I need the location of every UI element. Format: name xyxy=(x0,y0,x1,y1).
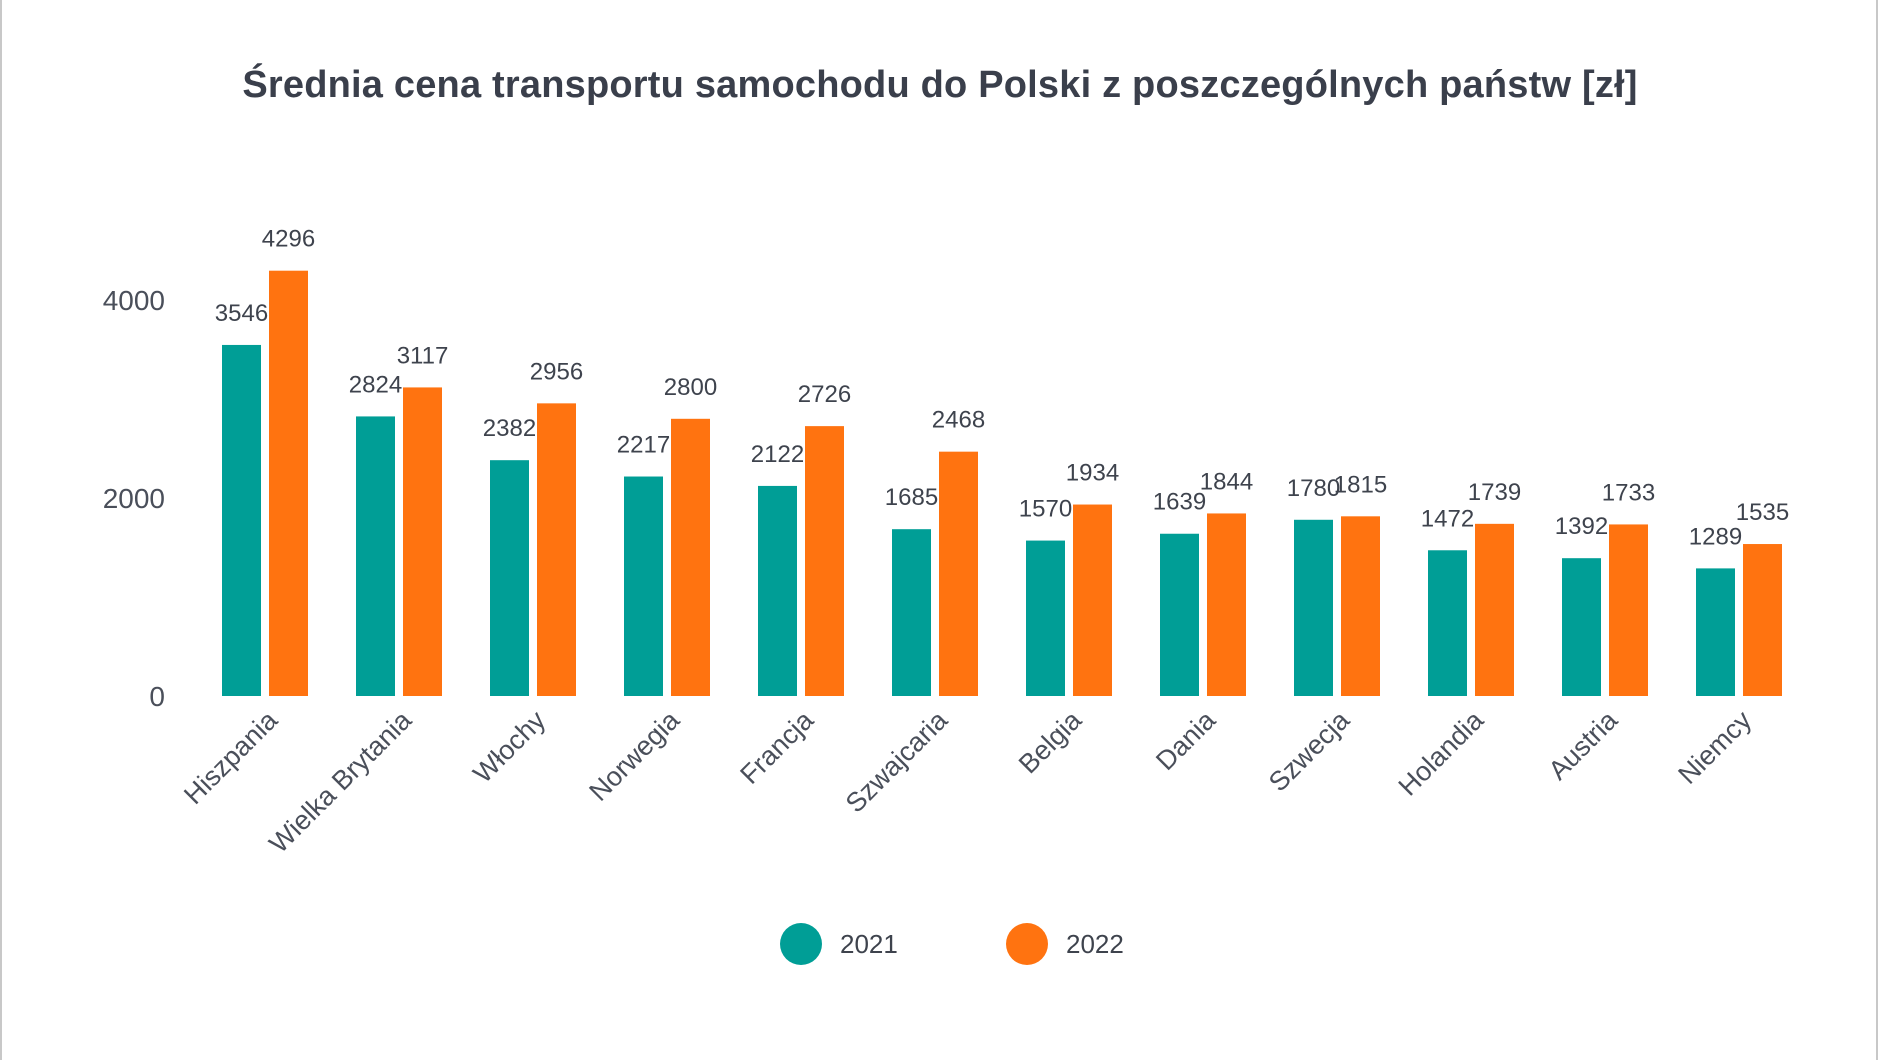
legend-item-2021[interactable]: 2021 xyxy=(780,922,898,966)
x-tick-label-1: Wielka Brytania xyxy=(263,704,418,859)
x-tick-label-9: Holandia xyxy=(1393,704,1490,801)
data-label-2022-9: 1739 xyxy=(1468,479,1521,506)
data-label-2022-0: 4296 xyxy=(262,226,315,253)
x-tick-label-11: Niemcy xyxy=(1672,705,1757,790)
legend-label-2021: 2021 xyxy=(840,928,898,959)
data-label-2021-5: 1685 xyxy=(885,484,938,511)
data-label-2021-3: 2217 xyxy=(617,432,670,459)
bar-2022-8 xyxy=(1341,516,1380,696)
x-tick-label-8: Szwecja xyxy=(1263,704,1356,797)
legend-swatch-2022 xyxy=(1006,923,1048,965)
bar-2021-8 xyxy=(1294,519,1333,696)
bar-2021-3 xyxy=(624,476,663,696)
data-label-2021-11: 1289 xyxy=(1689,523,1742,550)
x-tick-label-2: Włochy xyxy=(467,705,551,789)
bar-2021-0 xyxy=(222,344,261,696)
y-tick-label-0: 0 xyxy=(149,681,165,712)
data-label-2021-4: 2122 xyxy=(751,441,804,468)
bar-2022-9 xyxy=(1475,523,1514,696)
chart-title: Średnia cena transportu samochodu do Pol… xyxy=(242,64,1638,106)
data-label-2021-2: 2382 xyxy=(483,415,536,442)
bar-2021-11 xyxy=(1696,568,1735,696)
y-tick-label-4000: 4000 xyxy=(103,285,165,316)
x-tick-label-10: Austria xyxy=(1543,704,1624,785)
data-label-2022-5: 2468 xyxy=(932,407,985,434)
legend-label-2022: 2022 xyxy=(1066,928,1124,959)
x-tick-label-0: Hiszpania xyxy=(178,704,284,810)
bar-2021-6 xyxy=(1026,540,1065,696)
data-label-2022-7: 1844 xyxy=(1200,468,1253,495)
x-tick-label-6: Belgia xyxy=(1013,704,1088,779)
bar-2022-11 xyxy=(1743,544,1782,696)
legend: 2021 2022 xyxy=(0,922,1880,966)
legend-item-2022[interactable]: 2022 xyxy=(1006,922,1124,966)
x-tick-label-3: Norwegia xyxy=(583,704,686,807)
bar-2022-2 xyxy=(537,403,576,696)
bar-2022-5 xyxy=(939,451,978,696)
data-label-2021-10: 1392 xyxy=(1555,513,1608,540)
bar-2021-4 xyxy=(758,485,797,696)
data-label-2022-4: 2726 xyxy=(798,381,851,408)
bar-2022-3 xyxy=(671,418,710,696)
x-tick-label-7: Dania xyxy=(1150,704,1222,776)
data-label-2021-1: 2824 xyxy=(349,371,402,398)
bar-2022-6 xyxy=(1073,504,1112,696)
data-label-2022-11: 1535 xyxy=(1736,499,1789,526)
legend-swatch-2021 xyxy=(780,923,822,965)
data-label-2021-6: 1570 xyxy=(1019,496,1072,523)
data-label-2022-2: 2956 xyxy=(530,358,583,385)
bar-2022-10 xyxy=(1609,524,1648,696)
x-tick-label-5: Szwajcaria xyxy=(840,704,954,818)
bar-2021-5 xyxy=(892,529,931,696)
bar-2021-10 xyxy=(1562,558,1601,696)
data-label-2022-10: 1733 xyxy=(1602,479,1655,506)
data-label-2021-0: 3546 xyxy=(215,300,268,327)
data-label-2022-1: 3117 xyxy=(397,342,449,369)
y-tick-label-2000: 2000 xyxy=(103,483,165,514)
bar-2021-7 xyxy=(1160,533,1199,696)
data-label-2021-8: 1780 xyxy=(1287,475,1340,502)
bar-2022-1 xyxy=(403,387,442,696)
bar-2022-7 xyxy=(1207,513,1246,696)
data-label-2021-9: 1472 xyxy=(1421,505,1474,532)
bar-2021-9 xyxy=(1428,550,1467,696)
x-tick-label-4: Francja xyxy=(734,704,820,790)
bar-2021-2 xyxy=(490,460,529,696)
bar-2022-0 xyxy=(269,270,308,696)
bar-2022-4 xyxy=(805,426,844,696)
data-label-2022-8: 1815 xyxy=(1334,471,1387,498)
data-label-2022-6: 1934 xyxy=(1066,460,1119,487)
data-label-2021-7: 1639 xyxy=(1153,489,1206,516)
data-label-2022-3: 2800 xyxy=(664,374,717,401)
bar-2021-1 xyxy=(356,416,395,696)
